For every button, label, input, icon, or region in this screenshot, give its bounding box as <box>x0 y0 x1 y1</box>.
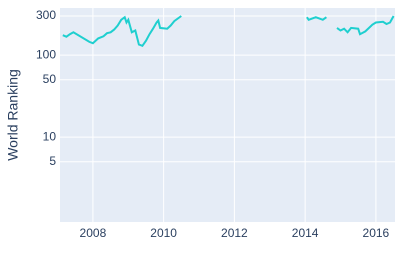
x-tick-label: 2008 <box>80 226 107 240</box>
y-tick-label: 50 <box>43 72 57 86</box>
y-tick-label: 100 <box>36 47 56 61</box>
x-tick-label: 2010 <box>150 226 177 240</box>
y-tick-label: 5 <box>49 154 56 168</box>
data-line <box>62 15 395 48</box>
y-tick-label: 10 <box>43 129 57 143</box>
x-tick-label: 2016 <box>363 226 390 240</box>
x-tick-label: 2014 <box>292 226 319 240</box>
x-tick-label: 2012 <box>221 226 248 240</box>
y-axis-title: World Ranking <box>5 69 21 161</box>
y-tick-label: 300 <box>36 8 56 22</box>
plot-area <box>60 8 395 222</box>
